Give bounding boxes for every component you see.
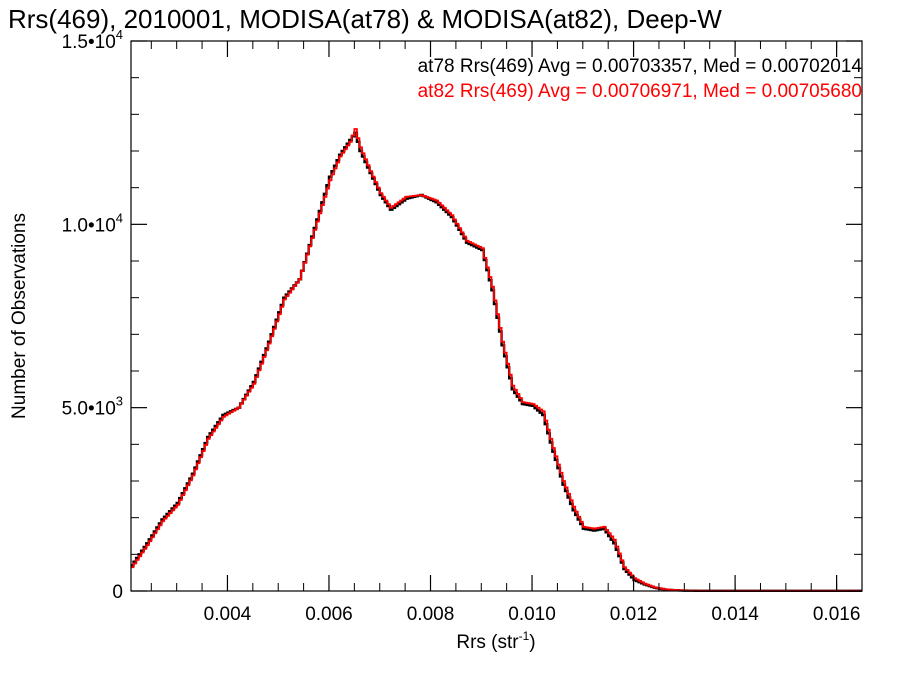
series-line-at78	[131, 131, 862, 593]
series-layer	[131, 128, 862, 593]
y-tick-label: 1.5•104	[62, 27, 123, 53]
y-tick-label: 1.0•104	[62, 210, 123, 236]
x-tick-label: 0.014	[711, 604, 759, 625]
y-axis-label: Number of Observations	[9, 213, 30, 419]
legend-entry-at82: at82 Rrs(469) Avg = 0.00706971, Med = 0.…	[418, 81, 862, 102]
x-tick-label: 0.004	[204, 604, 252, 625]
x-tick-label: 0.012	[610, 604, 658, 625]
x-tick-label: 0.006	[305, 604, 353, 625]
y-tick-label: 5.0•103	[62, 394, 123, 420]
legend-entry-at78: at78 Rrs(469) Avg = 0.00703357, Med = 0.…	[418, 56, 863, 77]
x-tick-label: 0.010	[508, 604, 556, 625]
ticks-layer: 0.004 0.006 0.008 0.010 0.012 0.014 0.016 0 5.0•…	[62, 27, 862, 625]
legend: at78 Rrs(469) Avg = 0.00703357, Med = 0.…	[418, 56, 863, 102]
chart-title: Rrs(469), 2010001, MODISA(at78) & MODISA…	[8, 4, 722, 34]
x-tick-label: 0.008	[407, 604, 455, 625]
plot-frame	[130, 40, 863, 592]
y-tick-label: 0	[112, 582, 123, 603]
x-tick-label: 0.016	[813, 604, 861, 625]
x-axis-label: Rrs (str-1)	[456, 629, 535, 653]
series-line-at82	[131, 128, 862, 592]
